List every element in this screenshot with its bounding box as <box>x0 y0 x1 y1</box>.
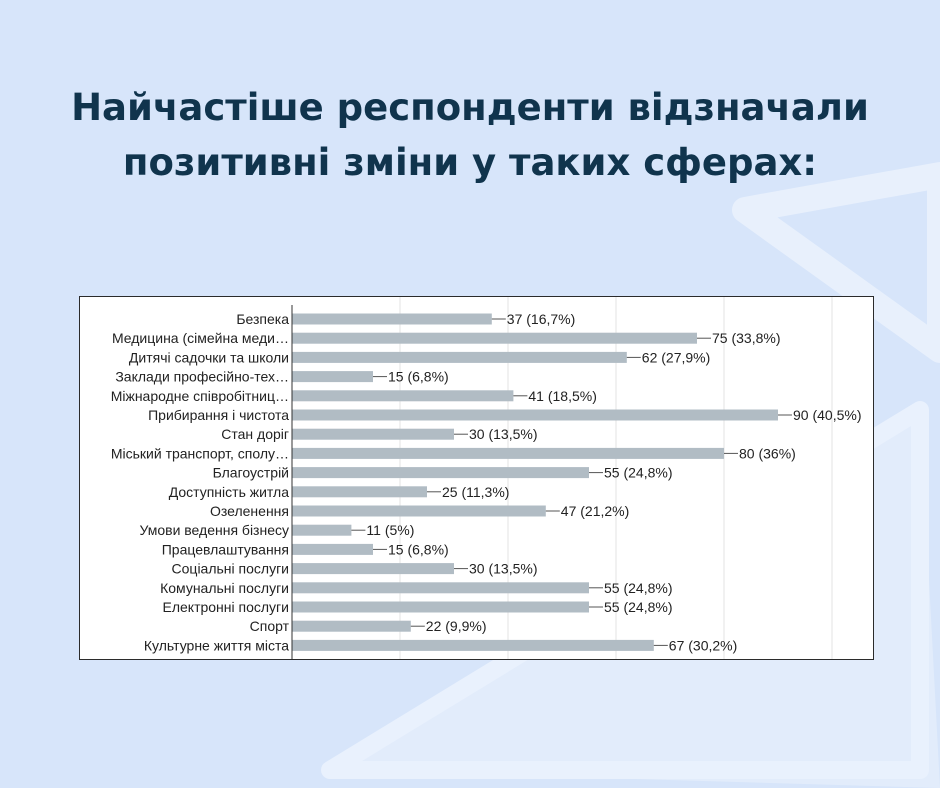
category-label: Соціальні послуги <box>172 561 289 577</box>
bar-row: Дитячі садочки та школи 62 (27,9%) <box>129 349 710 365</box>
data-label: 15 (6,8%) <box>388 541 449 557</box>
category-label: Умови ведення бізнесу <box>139 522 289 538</box>
data-label: 22 (9,9%) <box>426 618 487 634</box>
bar-chart: Безпека 37 (16,7%) Медицина (сімейна меди…… <box>111 297 861 659</box>
data-label: 37 (16,7%) <box>507 311 575 327</box>
chart-panel: Безпека 37 (16,7%) Медицина (сімейна меди…… <box>79 296 874 660</box>
data-label: 30 (13,5%) <box>469 426 537 442</box>
bar <box>292 486 427 498</box>
bar-row: Озеленення 47 (21,2%) <box>210 503 629 519</box>
bar-row: Міжнародне співробітниц… 41 (18,5%) <box>111 388 597 404</box>
data-label: 47 (21,2%) <box>561 503 629 519</box>
data-label: 75 (33,8%) <box>712 330 780 346</box>
bar-row: Безпека 37 (16,7%) <box>236 311 575 327</box>
bar-row: Електронні послуги 55 (24,8%) <box>163 599 673 615</box>
data-label: 62 (27,9%) <box>642 349 710 365</box>
bar <box>292 639 654 651</box>
bar <box>292 524 352 536</box>
data-label: 90 (40,5%) <box>793 407 861 423</box>
page-title-line-1: Найчастіше респонденти відзначали <box>71 86 869 129</box>
data-label: 55 (24,8%) <box>604 465 672 481</box>
data-label: 55 (24,8%) <box>604 580 672 596</box>
bar-row: Працевлаштування 15 (6,8%) <box>162 541 449 557</box>
data-label: 11 (5%) <box>366 522 414 538</box>
bar-row: Медицина (сімейна меди… 75 (33,8%) <box>112 330 781 346</box>
bar <box>292 313 492 325</box>
category-label: Прибирання і чистота <box>148 407 289 423</box>
bar-row: Умови ведення бізнесу 11 (5%) <box>139 522 414 538</box>
data-label: 41 (18,5%) <box>528 388 596 404</box>
bar-row: Прибирання і чистота 90 (40,5%) <box>148 407 861 423</box>
bar <box>292 371 373 383</box>
bar-row: Міський транспорт, сполу… 80 (36%) <box>111 445 796 461</box>
bar <box>292 563 454 575</box>
bar <box>292 601 589 613</box>
bar <box>292 409 778 421</box>
bar <box>292 505 546 517</box>
category-label: Медицина (сімейна меди… <box>112 330 289 346</box>
bar <box>292 428 454 440</box>
category-label: Озеленення <box>210 503 289 519</box>
category-label: Міжнародне співробітниц… <box>111 388 289 404</box>
category-label: Спорт <box>250 618 290 634</box>
bar <box>292 332 697 344</box>
bar-row: Благоустрій 55 (24,8%) <box>213 465 673 481</box>
bar-row: Соціальні послуги 30 (13,5%) <box>172 561 538 577</box>
bar <box>292 447 724 459</box>
bar-row: Спорт 22 (9,9%) <box>250 618 487 634</box>
bar-row: Заклади професійно-тех… 15 (6,8%) <box>115 369 448 385</box>
category-label: Працевлаштування <box>162 541 289 557</box>
category-label: Електронні послуги <box>163 599 290 615</box>
data-label: 67 (30,2%) <box>669 637 737 653</box>
bar-row: Стан доріг 30 (13,5%) <box>221 426 537 442</box>
category-label: Доступність житла <box>169 484 289 500</box>
data-label: 25 (11,3%) <box>442 484 509 500</box>
bar <box>292 620 411 632</box>
data-label: 55 (24,8%) <box>604 599 672 615</box>
data-label: 80 (36%) <box>739 445 796 461</box>
category-label: Заклади професійно-тех… <box>115 369 289 385</box>
category-label: Безпека <box>236 311 289 327</box>
data-label: 15 (6,8%) <box>388 369 449 385</box>
bar-row: Доступність житла 25 (11,3%) <box>169 484 510 500</box>
category-label: Міський транспорт, сполу… <box>111 445 289 461</box>
bar <box>292 543 373 555</box>
bar <box>292 467 589 479</box>
category-label: Культурне життя міста <box>144 637 289 653</box>
page-title: Найчастіше респонденти відзначали позити… <box>0 80 940 190</box>
category-label: Благоустрій <box>213 465 289 481</box>
bar <box>292 582 589 594</box>
category-label: Комунальні послуги <box>160 580 289 596</box>
page-title-line-2: позитивні зміни у таких сферах: <box>122 141 818 184</box>
bar <box>292 390 514 402</box>
bar-row: Комунальні послуги 55 (24,8%) <box>160 580 672 596</box>
category-label: Стан доріг <box>221 426 289 442</box>
category-label: Дитячі садочки та школи <box>129 349 289 365</box>
data-label: 30 (13,5%) <box>469 561 537 577</box>
bar-row: Культурне життя міста 67 (30,2%) <box>144 637 737 653</box>
bar <box>292 351 627 363</box>
